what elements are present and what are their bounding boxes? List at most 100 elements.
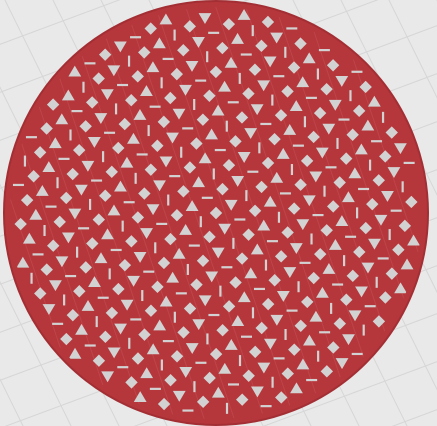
slot-hole [245,190,248,202]
diamond-hole [261,156,275,170]
triangle-hole [159,156,173,168]
slot-hole [336,137,339,149]
diamond-hole [281,367,294,380]
triangle-hole [335,215,349,227]
diamond-hole [98,48,112,61]
slot-hole [76,246,79,258]
triangle-hole [270,314,284,326]
slot-hole [284,328,287,340]
triangle-hole [270,171,284,183]
slot-hole [117,366,129,369]
slot-hole [71,110,83,113]
triangle-hole [231,32,244,44]
triangle-hole [224,199,238,211]
triangle-hole [88,276,101,288]
triangle-hole [367,95,381,107]
diamond-hole [385,126,398,139]
triangle-hole [81,300,95,311]
triangle-hole [172,247,186,259]
diamond-hole [144,304,158,317]
diamond-hole [170,209,184,222]
triangle-hole [348,310,362,322]
diamond-hole [275,391,288,404]
slot-hole [160,77,163,89]
slot-hole [195,79,207,82]
triangle-hole [237,9,251,20]
diamond-hole [118,117,131,131]
slot-hole [188,244,200,247]
diamond-hole [112,282,125,296]
triangle-hole [348,167,362,179]
triangle-hole [133,391,147,403]
diamond-hole [274,109,288,122]
triangle-hole [296,358,310,370]
diamond-hole [164,91,177,105]
triangle-hole [68,208,82,220]
slot-hole [169,175,181,178]
slot-hole [141,290,144,302]
diamond-hole [313,106,327,120]
triangle-hole [107,347,121,359]
diamond-hole [144,163,158,176]
triangle-hole [218,362,232,374]
slot-hole [193,381,196,393]
slot-hole [247,170,259,173]
slot-hole [69,129,72,141]
diamond-hole [170,350,184,363]
diamond-hole [73,285,86,298]
diamond-hole [288,343,301,356]
slot-hole [318,49,330,52]
diamond-hole [222,300,236,313]
slot-hole [167,194,170,206]
slot-hole [332,283,344,286]
slot-hole [206,51,209,63]
triangle-hole [35,185,49,196]
triangle-hole [302,195,316,207]
triangle-hole [296,219,310,231]
diamond-hole [255,321,268,335]
slot-hole [45,205,57,208]
slot-hole [117,83,129,87]
triangle-hole [29,208,43,220]
slot-hole [351,352,363,356]
diamond-hole [99,330,112,344]
triangle-hole [61,89,75,101]
triangle-hole [211,247,225,259]
slot-hole [375,276,378,288]
slot-hole [180,146,183,158]
diamond-hole [379,291,392,304]
slot-hole [212,168,215,180]
diamond-hole [340,293,353,306]
slot-hole [130,36,142,39]
slot-hole [97,296,109,299]
slot-hole [23,155,27,167]
triangle-hole [114,323,127,335]
diamond-hole [333,317,347,330]
triangle-hole [75,184,88,196]
slot-hole [362,324,365,336]
slot-hole [78,227,90,230]
slot-hole [128,337,131,349]
slot-hole [240,335,252,338]
diamond-hole [92,354,106,367]
diamond-hole [92,72,105,85]
diamond-hole [209,206,223,220]
triangle-hole [283,267,297,278]
slot-hole [238,72,241,84]
triangle-hole [185,200,199,211]
diamond-hole [268,274,281,287]
diamond-hole [14,217,27,231]
diamond-hole [327,341,340,354]
triangle-hole [257,80,271,92]
triangle-hole [257,219,271,231]
slot-hole [182,409,194,412]
slot-hole [173,29,176,41]
triangle-hole [237,291,251,303]
triangle-hole [120,156,134,168]
diamond-hole [287,202,301,215]
triangle-hole [107,204,121,216]
triangle-hole [276,147,290,159]
slot-hole [63,294,66,306]
